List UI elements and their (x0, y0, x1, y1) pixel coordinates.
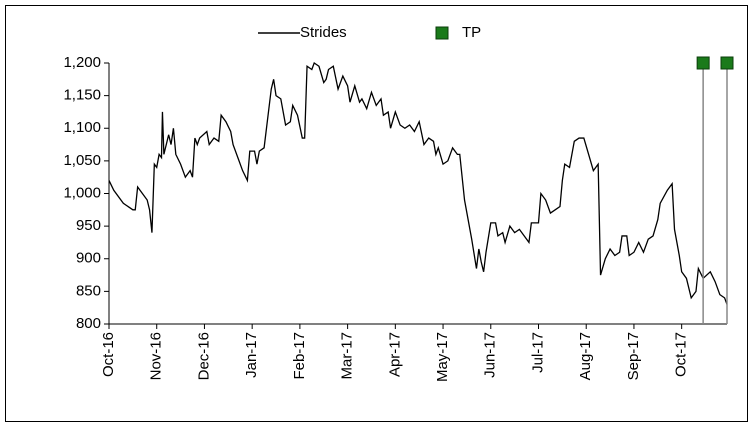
line-series (108, 61, 728, 305)
y-tick-label: 850 (76, 282, 101, 299)
x-tick-label: Oct-17 (673, 332, 690, 377)
y-tick-label: 1,150 (63, 87, 101, 104)
y-tick-label: 1,200 (63, 54, 101, 71)
x-tick-label: Apr-17 (386, 332, 403, 377)
y-tick-label: 1,000 (63, 184, 101, 201)
x-tick-label: Sep-17 (625, 332, 642, 380)
tp-marker (720, 56, 734, 70)
x-tick-label: Nov-16 (148, 332, 165, 380)
y-tick-label: 800 (76, 315, 101, 332)
x-tick-label: Dec-16 (195, 332, 212, 380)
y-tick-label: 1,100 (63, 119, 101, 136)
x-tick-label: Aug-17 (577, 332, 594, 380)
x-tick-label: Jul-17 (529, 332, 546, 373)
x-tick-label: Jun-17 (482, 332, 499, 378)
legend-label: TP (462, 24, 481, 41)
legend-marker (435, 26, 449, 40)
x-tick-label: Feb-17 (291, 332, 308, 380)
x-tick-label: Mar-17 (339, 332, 356, 380)
chart-frame (5, 5, 748, 422)
legend-label: Strides (300, 24, 347, 41)
y-tick-label: 950 (76, 217, 101, 234)
tp-marker (696, 56, 710, 70)
x-tick-label: Jan-17 (243, 332, 260, 378)
x-tick-label: May-17 (434, 332, 451, 382)
y-tick-label: 1,050 (63, 152, 101, 169)
y-tick-label: 900 (76, 250, 101, 267)
x-tick-label: Oct-16 (100, 332, 117, 377)
